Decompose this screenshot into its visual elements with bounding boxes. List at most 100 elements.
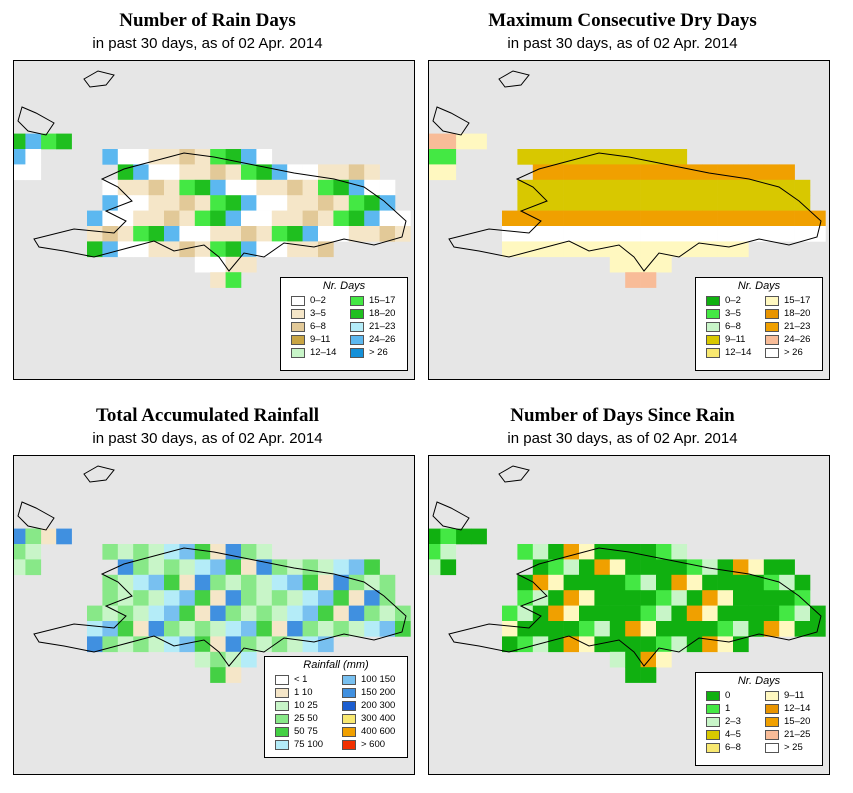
grid-cell [14, 164, 26, 181]
grid-cell [256, 605, 273, 622]
grid-cell [287, 195, 303, 211]
grid-cell [429, 544, 441, 560]
grid-cell [117, 149, 134, 165]
grid-cell [287, 574, 303, 591]
grid-cell [763, 164, 780, 181]
grid-cell [748, 621, 765, 637]
legend-swatch [350, 296, 364, 306]
grid-cell [318, 210, 334, 227]
grid-cell [717, 226, 734, 242]
grid-cell [763, 574, 780, 591]
grid-cell [579, 544, 595, 560]
grid-cell [225, 667, 242, 683]
grid-cell [364, 179, 380, 196]
grid-cell [194, 256, 211, 273]
grid-cell [748, 164, 765, 181]
legend-title: Nr. Days [737, 280, 781, 292]
grid-cell [532, 226, 549, 242]
grid-cell [364, 590, 380, 606]
legend-label: 0 [725, 690, 731, 701]
legend-label: 3–5 [310, 308, 326, 319]
grid-cell [241, 256, 257, 273]
grid-cell [702, 179, 718, 196]
grid-cell [302, 226, 319, 242]
island-outline [33, 152, 407, 272]
grid-cell [379, 179, 396, 196]
grid-cell [271, 241, 288, 258]
grid-cell [640, 544, 657, 560]
grid-cell [194, 179, 211, 196]
grid-cell [440, 528, 457, 545]
grid-cell [133, 621, 149, 637]
grid-cell [609, 256, 626, 273]
grid-cell [225, 210, 242, 227]
grid-cell [225, 636, 242, 653]
grid-cell [241, 195, 257, 211]
grid-cell [625, 605, 641, 622]
grid-cell [256, 195, 273, 211]
grid-cell [148, 241, 165, 258]
grid-cell [133, 164, 149, 181]
grid-cell [594, 195, 611, 211]
small-island-outline [432, 465, 530, 531]
island-outline [448, 547, 822, 667]
legend-swatch [291, 322, 305, 332]
grid-cell [210, 621, 226, 637]
grid-cell [440, 149, 457, 165]
grid-cell [763, 195, 780, 211]
grid-cell [717, 636, 734, 653]
grid-cell [302, 559, 319, 576]
grid-cell [210, 651, 226, 668]
grid-cell [194, 241, 211, 258]
grid-cell [133, 636, 149, 653]
grid-cell [117, 164, 134, 181]
grid-cell [348, 164, 365, 181]
grid-cell [517, 574, 534, 591]
map-rain-days: Nr. Days 0–2 3–5 6–8 9–11 12–14 15–17 18–20 21–… [13, 60, 415, 380]
grid-cell [579, 590, 595, 606]
legend-swatch [291, 335, 305, 345]
grid-cell [625, 226, 641, 242]
grid-cell [148, 605, 165, 622]
grid-cell [625, 559, 641, 576]
legend-swatch [275, 740, 289, 750]
grid-cell [194, 590, 211, 606]
grid-cell [379, 590, 396, 606]
grid-cell [594, 226, 611, 242]
legend-label: < 1 [294, 674, 308, 685]
grid-cell [640, 226, 657, 242]
grid-cell [440, 559, 457, 576]
grid-cell [302, 210, 319, 227]
grid-cell [225, 590, 242, 606]
grid-cell [717, 241, 734, 258]
grid-cell [333, 164, 350, 181]
grid-cell [364, 226, 380, 242]
grid-cell [194, 574, 211, 591]
panel-subtitle: in past 30 days, as of 02 Apr. 2014 [507, 430, 738, 447]
grid-cell [333, 590, 350, 606]
grid-cell [210, 605, 226, 622]
grid-cell [656, 621, 672, 637]
grid-cell [548, 621, 564, 637]
grid-cell [333, 574, 350, 591]
grid-cell [148, 149, 165, 165]
grid-cell [563, 636, 580, 653]
grid-cell [733, 164, 749, 181]
grid-cell [179, 210, 196, 227]
panel-rain-days: Number of Rain Days in past 30 days, as … [0, 0, 415, 385]
grid-cell [748, 605, 765, 622]
grid-cell [256, 544, 273, 560]
legend-swatch [275, 675, 289, 685]
grid-cell [532, 149, 549, 165]
grid-cell [210, 544, 226, 560]
grid-cell [194, 210, 211, 227]
grid-cell [117, 179, 134, 196]
grid-cell [287, 590, 303, 606]
grid-cell [455, 528, 472, 545]
legend-swatch [342, 701, 356, 711]
legend-swatch [350, 309, 364, 319]
legend-label: 12–14 [725, 347, 752, 358]
grid-cell [102, 636, 119, 653]
grid-cell [379, 195, 396, 211]
grid-cell [179, 544, 196, 560]
